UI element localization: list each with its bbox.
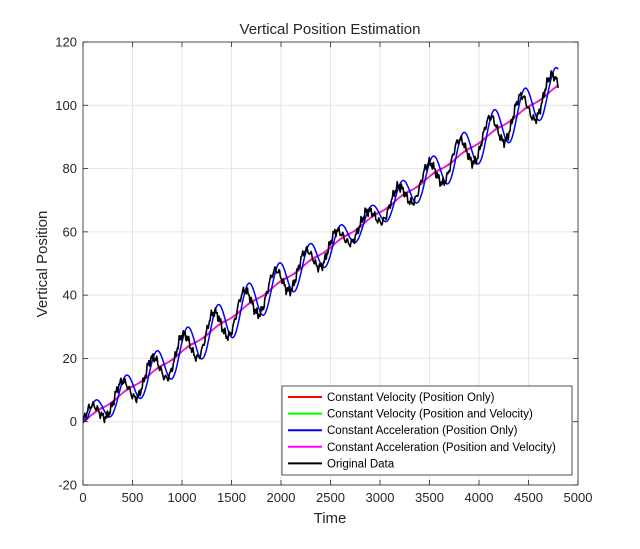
series-line bbox=[82, 70, 559, 424]
x-tick-label: 2500 bbox=[316, 490, 345, 505]
y-tick-label: 100 bbox=[55, 98, 77, 113]
legend-label: Constant Acceleration (Position Only) bbox=[327, 425, 518, 437]
x-tick-label: 3000 bbox=[366, 490, 395, 505]
y-tick-label: 60 bbox=[63, 224, 77, 239]
y-tick-label: -20 bbox=[58, 478, 77, 493]
x-tick-label: 3500 bbox=[415, 490, 444, 505]
x-tick-label: 5000 bbox=[564, 490, 593, 505]
y-tick-label: 40 bbox=[63, 288, 77, 303]
legend: Constant Velocity (Position Only) Constan… bbox=[281, 385, 573, 476]
x-tick-label: 4500 bbox=[514, 490, 543, 505]
y-tick-label: 120 bbox=[55, 35, 77, 50]
axis-ticks: 0 500 1000 1500 2000 2500 3000 3500 4000 4500 5000… bbox=[55, 35, 592, 506]
x-tick-label: 0 bbox=[79, 490, 86, 505]
series-layer bbox=[82, 66, 559, 424]
legend-label: Constant Velocity (Position Only) bbox=[327, 392, 495, 404]
y-tick-label: 0 bbox=[70, 414, 77, 429]
x-tick-label: 1500 bbox=[217, 490, 246, 505]
y-axis-title: Vertical Position bbox=[34, 211, 51, 318]
x-tick-label: 2000 bbox=[267, 490, 296, 505]
series-line bbox=[82, 85, 559, 423]
legend-label: Original Data bbox=[327, 458, 395, 470]
y-tick-label: 20 bbox=[63, 351, 77, 366]
chart-title: Vertical Position Estimation bbox=[240, 21, 421, 38]
x-tick-label: 1000 bbox=[168, 490, 197, 505]
legend-box bbox=[281, 385, 573, 476]
legend-label: Constant Velocity (Position and Velocity… bbox=[327, 409, 533, 421]
x-tick-label: 500 bbox=[122, 490, 144, 505]
x-tick-label: 4000 bbox=[465, 490, 494, 505]
y-tick-label: 80 bbox=[63, 161, 77, 176]
x-axis-title: Time bbox=[314, 510, 347, 527]
legend-label: Constant Acceleration (Position and Velo… bbox=[327, 442, 556, 454]
